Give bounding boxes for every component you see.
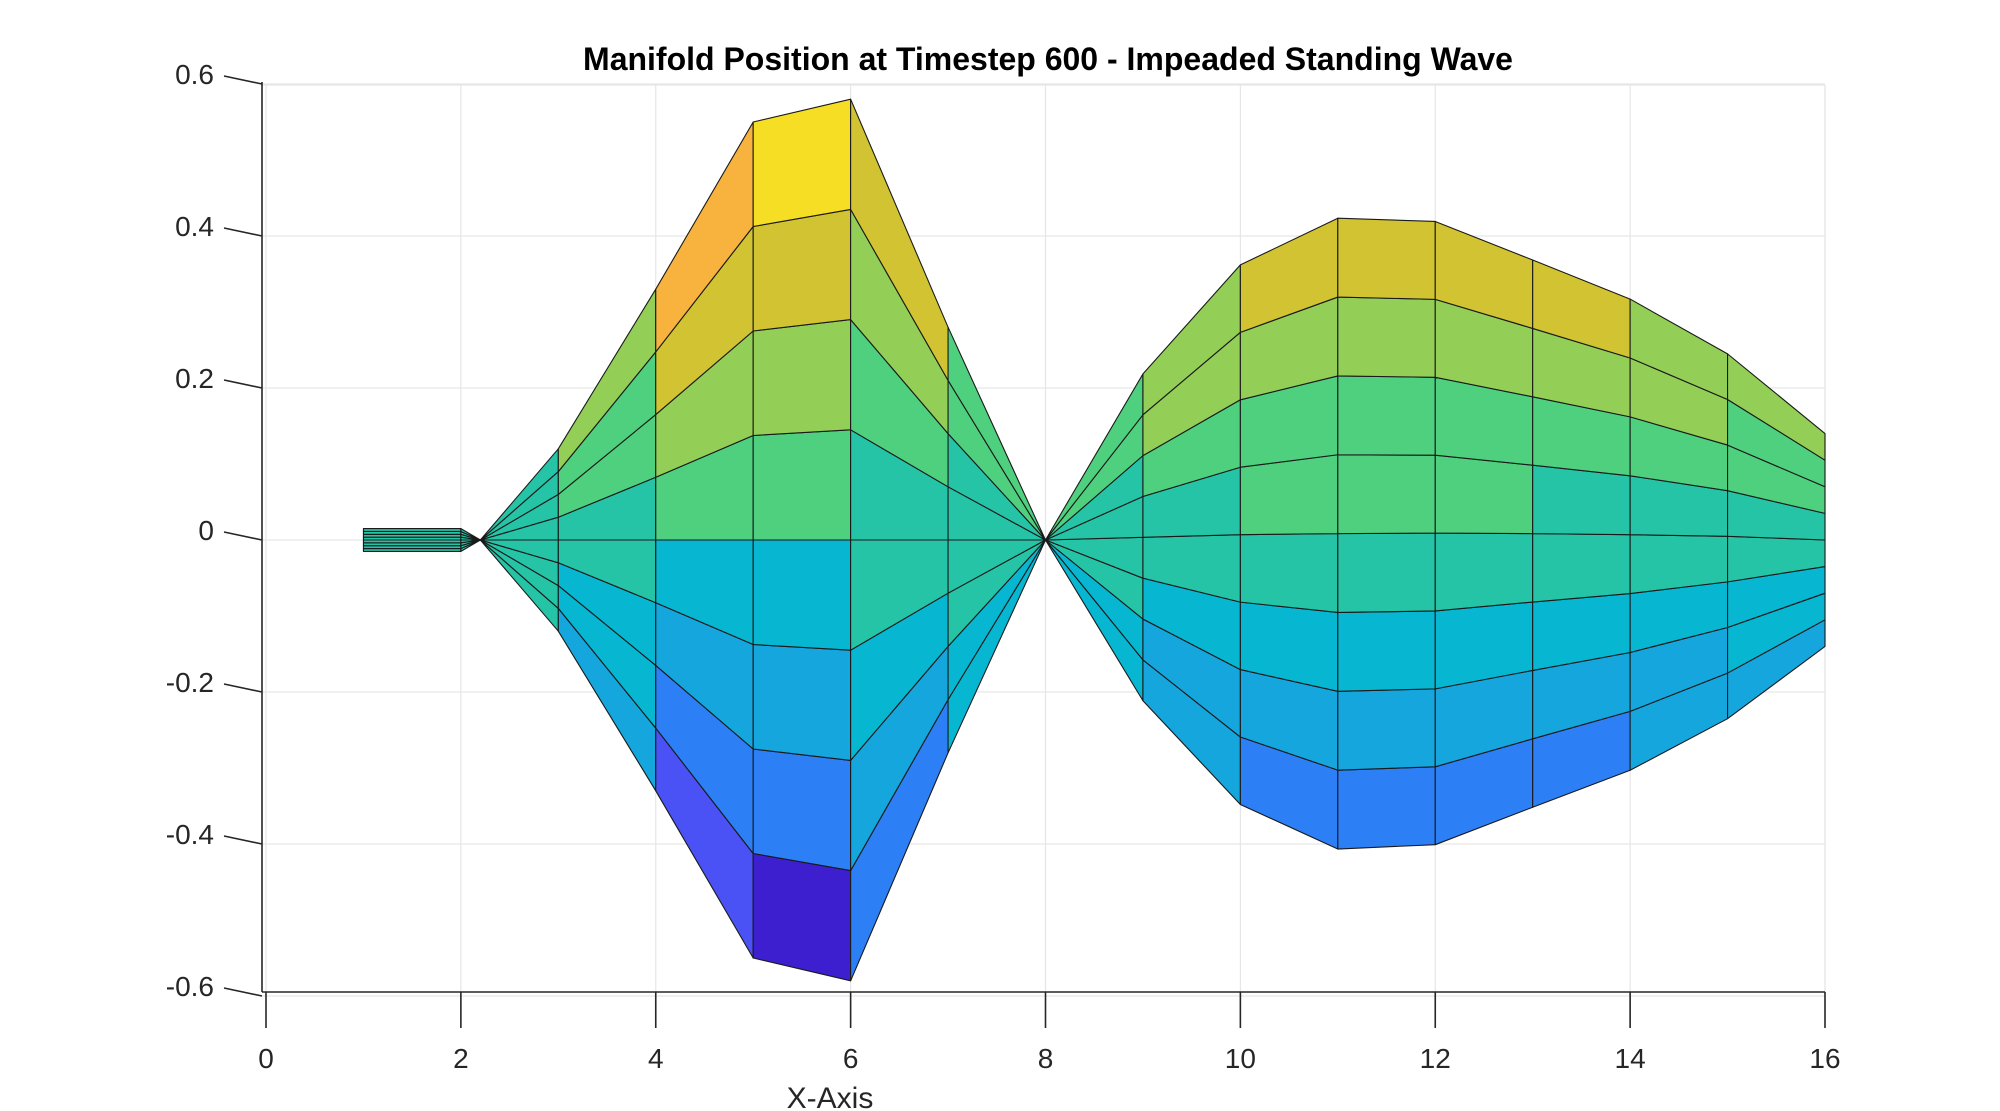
surface-patch [1337, 217, 1436, 300]
y-tick [223, 987, 263, 997]
surface-patch [1532, 464, 1631, 536]
manifold-surface [362, 98, 1826, 982]
surface-patch [752, 748, 852, 872]
x-tick-label: 10 [1225, 1043, 1256, 1074]
surface-patch [752, 852, 852, 982]
x-tick-label: 14 [1615, 1043, 1646, 1074]
surface-patch [460, 528, 481, 541]
y-tick [223, 379, 263, 389]
surface-patch [947, 326, 1047, 541]
surface-patch [1337, 532, 1436, 614]
y-tick-label: 0.6 [175, 59, 214, 90]
y-tick-label: 0.2 [175, 363, 214, 394]
surface-patch [1239, 533, 1339, 614]
surface-patch [752, 208, 852, 332]
x-tick-label: 4 [648, 1043, 664, 1074]
surface-patch [1337, 375, 1436, 456]
x-tick-label: 2 [453, 1043, 469, 1074]
surface-patch [752, 539, 852, 651]
surface-patch [1434, 532, 1534, 612]
y-tick-label: 0.4 [175, 211, 214, 242]
axes [223, 75, 1826, 1028]
surface-patch [1337, 766, 1436, 850]
surface-patch [1239, 454, 1339, 536]
y-tick [223, 531, 263, 541]
chart-title: Manifold Position at Timestep 600 - Impe… [583, 41, 1513, 77]
x-tick-label: 0 [258, 1043, 274, 1074]
x-axis-label: X-Axis [787, 1082, 874, 1111]
surface-patch [752, 319, 852, 437]
tick-labels: 0 2 4 6 8 10 12 14 16 0.6 0.4 0.2 0 -0.2 -0.4 -0.6 [166, 59, 1841, 1074]
surface-patch [1337, 688, 1436, 771]
y-tick [223, 835, 263, 845]
y-tick [223, 683, 263, 693]
surface-patch [1434, 454, 1534, 535]
surface-patch [1337, 454, 1436, 535]
surface-patch [1727, 353, 1826, 461]
surface-patch [1337, 610, 1436, 692]
y-tick-label: -0.6 [166, 971, 214, 1002]
x-tick-label: 12 [1420, 1043, 1451, 1074]
y-tick [223, 227, 263, 237]
y-tick-label: -0.4 [166, 819, 214, 850]
x-tick-label: 8 [1038, 1043, 1054, 1074]
surface-patch [752, 643, 852, 761]
surface-patch [752, 429, 852, 541]
surface-patch [362, 528, 462, 533]
x-tick-label: 6 [843, 1043, 859, 1074]
surface-patch [1532, 533, 1631, 603]
surface-patch [752, 98, 852, 228]
y-tick-label: 0 [198, 515, 214, 546]
surface-patch [1337, 296, 1436, 378]
y-tick-label: -0.2 [166, 667, 214, 698]
x-tick-label: 16 [1809, 1043, 1840, 1074]
y-tick [223, 75, 263, 85]
